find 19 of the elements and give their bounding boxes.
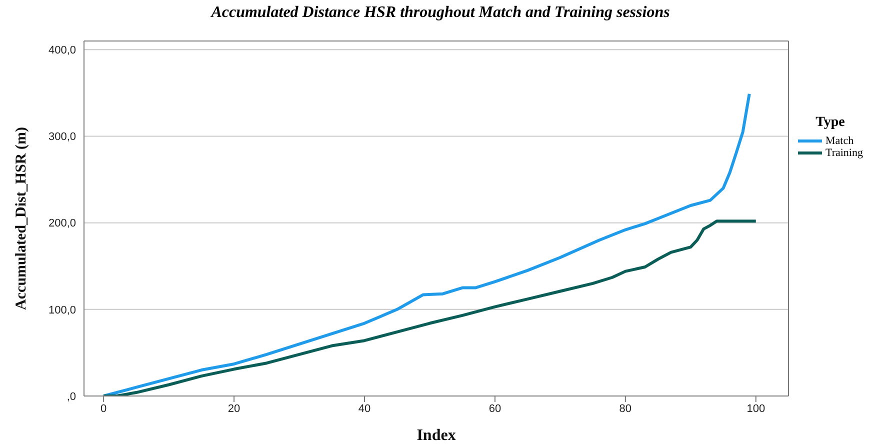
legend-label: Match bbox=[826, 135, 854, 147]
x-tick-label: 20 bbox=[228, 402, 240, 415]
y-tick-label: 100,0 bbox=[48, 304, 76, 316]
x-axis-title: Index bbox=[416, 427, 456, 444]
x-tick-label: 100 bbox=[746, 402, 766, 415]
legend-label: Training bbox=[826, 147, 863, 159]
chart-title: Accumulated Distance HSR throughout Match and Training sessions bbox=[210, 4, 671, 23]
line-series bbox=[102, 92, 751, 396]
x-tick-label: 0 bbox=[100, 402, 107, 415]
line-series bbox=[102, 220, 758, 396]
legend-title: Type bbox=[814, 115, 846, 131]
y-tick-label: 400,0 bbox=[48, 44, 76, 57]
y-tick-label: 300,0 bbox=[48, 131, 76, 144]
y-tick-label: 200,0 bbox=[48, 218, 76, 230]
y-tick-label: ,0 bbox=[66, 390, 76, 403]
y-axis-title: Accumulated_Dist_HSR (m) bbox=[13, 127, 30, 310]
x-tick-label: 80 bbox=[619, 402, 632, 415]
x-tick-label: 40 bbox=[358, 402, 371, 415]
x-tick-label: 60 bbox=[488, 402, 502, 415]
